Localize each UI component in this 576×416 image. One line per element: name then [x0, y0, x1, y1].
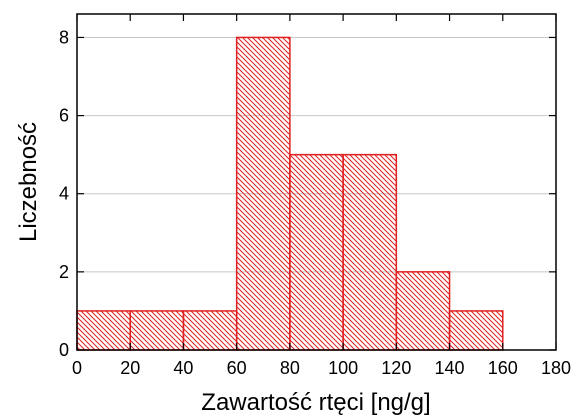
- x-tick-label: 20: [120, 358, 140, 378]
- histogram-bar: [395, 271, 451, 351]
- histogram-bar: [76, 310, 131, 351]
- y-tick-label: 0: [59, 340, 69, 360]
- y-tick-label: 8: [59, 27, 69, 47]
- y-tick-label: 2: [59, 262, 69, 282]
- x-tick-label: 60: [227, 358, 247, 378]
- y-tick-label: 6: [59, 106, 69, 126]
- histogram-bar: [448, 310, 504, 351]
- x-axis-title: Zawartość rtęci [ng/g]: [201, 389, 430, 416]
- plot-frame: [76, 13, 557, 351]
- ticks: 0 20 40 60 80 100 120 140 160 180 0 2 4 6 8: [59, 14, 571, 378]
- histogram-bar: [235, 36, 291, 351]
- x-tick-label: 160: [488, 358, 518, 378]
- x-tick-label: 40: [173, 358, 193, 378]
- x-tick-label: 100: [328, 358, 358, 378]
- y-tick-label: 4: [59, 184, 69, 204]
- histogram-bar: [182, 310, 238, 351]
- histogram-bar: [342, 153, 398, 351]
- histogram-bar: [289, 153, 344, 351]
- x-tick-label: 140: [435, 358, 465, 378]
- histogram-bar: [129, 310, 185, 351]
- x-tick-label: 80: [280, 358, 300, 378]
- x-tick-label: 120: [381, 358, 411, 378]
- y-axis-title: Liczebność: [15, 122, 42, 242]
- x-tick-label: 180: [541, 358, 571, 378]
- x-tick-label: 0: [72, 358, 82, 378]
- bars: [76, 36, 504, 351]
